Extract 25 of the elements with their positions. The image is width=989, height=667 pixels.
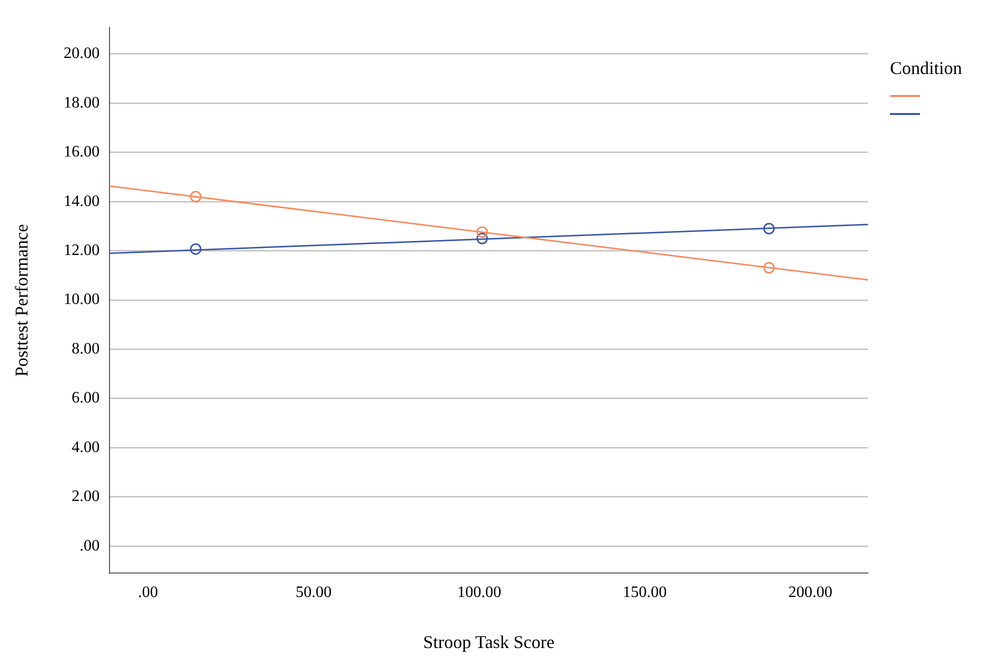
point: [763, 262, 775, 274]
y-tick-label: 10.00: [64, 291, 100, 308]
y-tick-label: 20.00: [64, 45, 100, 62]
point: [190, 190, 202, 202]
y-tick-label: 8.00: [72, 340, 100, 358]
y-tick-label: 18.00: [64, 94, 100, 112]
x-tick-label: .00: [138, 584, 158, 602]
x-axis-title: Stroop Task Score: [423, 632, 555, 652]
y-tick-label: 14.00: [64, 192, 100, 210]
y-tick-label: 16.00: [64, 144, 100, 161]
y-tick-label: 12.00: [64, 242, 100, 260]
point: [476, 232, 488, 244]
point: [190, 243, 202, 255]
x-tick-label: 100.00: [457, 584, 502, 602]
y-tick-label: 6.00: [72, 390, 100, 407]
y-tick-label: .00: [80, 537, 100, 554]
legend-title: Condition: [890, 58, 962, 79]
y-tick-label: 2.00: [72, 488, 100, 506]
y-tick-label: 4.00: [72, 438, 100, 456]
point: [476, 226, 488, 238]
x-tick-label: 200.00: [788, 584, 832, 602]
x-tick-label: 150.00: [622, 584, 667, 602]
y-axis-title: Posttest Performance: [12, 224, 32, 377]
x-tick-label: 50.00: [296, 584, 332, 602]
point: [763, 222, 775, 234]
